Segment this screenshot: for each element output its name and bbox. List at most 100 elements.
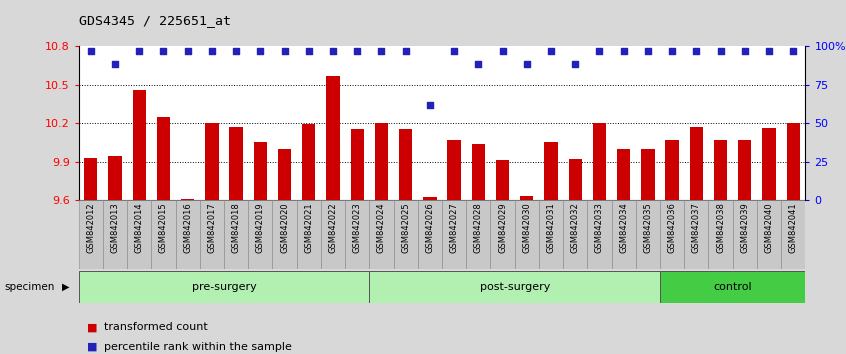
Bar bbox=[539, 200, 563, 269]
Point bbox=[133, 48, 146, 53]
Bar bbox=[617, 149, 630, 200]
Text: GSM842019: GSM842019 bbox=[255, 202, 265, 253]
Bar bbox=[708, 200, 733, 269]
Point bbox=[205, 48, 218, 53]
Bar bbox=[496, 160, 509, 200]
Point bbox=[762, 48, 776, 53]
Bar bbox=[151, 200, 176, 269]
Bar bbox=[399, 130, 412, 200]
Text: GSM842033: GSM842033 bbox=[595, 202, 604, 253]
Point bbox=[471, 62, 485, 67]
Text: specimen: specimen bbox=[4, 282, 55, 292]
Bar bbox=[272, 200, 297, 269]
Text: GSM842016: GSM842016 bbox=[184, 202, 192, 253]
Bar bbox=[108, 156, 122, 200]
Point bbox=[302, 48, 316, 53]
Bar bbox=[689, 127, 703, 200]
Bar bbox=[442, 200, 466, 269]
Point bbox=[738, 48, 751, 53]
Text: GSM842017: GSM842017 bbox=[207, 202, 217, 253]
Bar bbox=[127, 200, 151, 269]
Point bbox=[544, 48, 558, 53]
Point bbox=[350, 48, 364, 53]
Text: GSM842013: GSM842013 bbox=[111, 202, 119, 253]
Bar bbox=[660, 271, 805, 303]
Bar bbox=[569, 159, 582, 200]
Text: GSM842020: GSM842020 bbox=[280, 202, 289, 253]
Bar bbox=[79, 271, 370, 303]
Point bbox=[448, 48, 461, 53]
Point bbox=[593, 48, 607, 53]
Text: GSM842030: GSM842030 bbox=[522, 202, 531, 253]
Point bbox=[327, 48, 340, 53]
Bar bbox=[466, 200, 491, 269]
Text: GDS4345 / 225651_at: GDS4345 / 225651_at bbox=[79, 13, 231, 27]
Text: GSM842039: GSM842039 bbox=[740, 202, 750, 253]
Text: GSM842041: GSM842041 bbox=[788, 202, 798, 253]
Bar bbox=[544, 142, 558, 200]
Bar bbox=[200, 200, 224, 269]
Point bbox=[641, 48, 655, 53]
Bar bbox=[345, 200, 370, 269]
Text: GSM842022: GSM842022 bbox=[328, 202, 338, 253]
Point bbox=[254, 48, 267, 53]
Text: GSM842037: GSM842037 bbox=[692, 202, 700, 253]
Bar bbox=[757, 200, 781, 269]
Bar bbox=[84, 158, 97, 200]
Point bbox=[108, 62, 122, 67]
Bar bbox=[327, 75, 340, 200]
Bar bbox=[375, 123, 388, 200]
Text: GSM842038: GSM842038 bbox=[716, 202, 725, 253]
Bar bbox=[103, 200, 127, 269]
Text: control: control bbox=[713, 282, 752, 292]
Text: transformed count: transformed count bbox=[104, 322, 208, 332]
Text: ■: ■ bbox=[87, 342, 97, 352]
Bar bbox=[472, 144, 485, 200]
Point bbox=[277, 48, 291, 53]
Bar bbox=[641, 149, 655, 200]
Text: GSM842034: GSM842034 bbox=[619, 202, 629, 253]
Text: GSM842021: GSM842021 bbox=[305, 202, 313, 253]
Bar bbox=[278, 149, 291, 200]
Bar bbox=[612, 200, 636, 269]
Point bbox=[157, 48, 170, 53]
Bar bbox=[423, 198, 437, 200]
Text: GSM842031: GSM842031 bbox=[547, 202, 556, 253]
Text: percentile rank within the sample: percentile rank within the sample bbox=[104, 342, 292, 352]
Bar bbox=[636, 200, 660, 269]
Point bbox=[496, 48, 509, 53]
Point bbox=[399, 48, 413, 53]
Bar bbox=[448, 140, 461, 200]
Text: post-surgery: post-surgery bbox=[480, 282, 550, 292]
Point bbox=[520, 62, 534, 67]
Text: ■: ■ bbox=[87, 322, 97, 332]
Bar bbox=[393, 200, 418, 269]
Bar bbox=[224, 200, 248, 269]
Text: GSM842032: GSM842032 bbox=[571, 202, 580, 253]
Bar bbox=[787, 123, 800, 200]
Bar bbox=[563, 200, 587, 269]
Point bbox=[689, 48, 703, 53]
Bar bbox=[229, 127, 243, 200]
Text: GSM842040: GSM842040 bbox=[765, 202, 773, 253]
Bar bbox=[733, 200, 757, 269]
Bar bbox=[370, 271, 660, 303]
Bar bbox=[370, 200, 393, 269]
Text: ▶: ▶ bbox=[62, 282, 69, 292]
Bar bbox=[418, 200, 442, 269]
Bar bbox=[157, 116, 170, 200]
Bar bbox=[248, 200, 272, 269]
Text: GSM842015: GSM842015 bbox=[159, 202, 168, 253]
Bar bbox=[206, 123, 218, 200]
Text: GSM842029: GSM842029 bbox=[498, 202, 507, 253]
Text: GSM842027: GSM842027 bbox=[449, 202, 459, 253]
Bar bbox=[181, 199, 195, 200]
Bar bbox=[520, 196, 534, 200]
Bar bbox=[593, 123, 606, 200]
Bar bbox=[176, 200, 200, 269]
Bar bbox=[297, 200, 321, 269]
Bar bbox=[739, 140, 751, 200]
Text: GSM842012: GSM842012 bbox=[86, 202, 96, 253]
Text: GSM842035: GSM842035 bbox=[644, 202, 652, 253]
Text: GSM842024: GSM842024 bbox=[377, 202, 386, 253]
